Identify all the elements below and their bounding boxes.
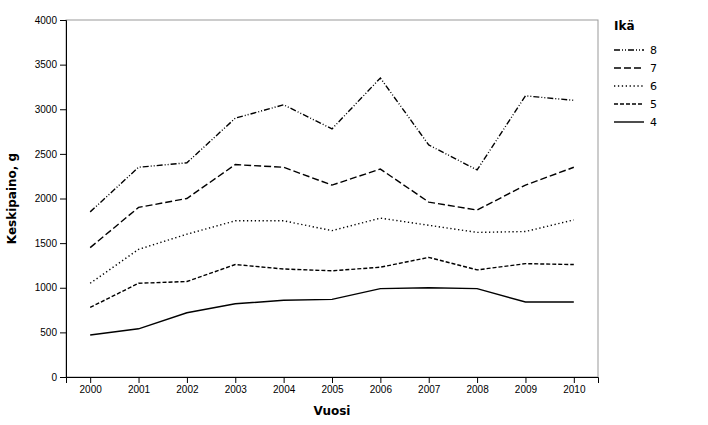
tick: 2003: [225, 377, 248, 395]
tick-mark: [284, 377, 285, 383]
tick-mark: [332, 377, 333, 383]
plot: 2000 2001 2002 2003 2004 2005 2006 2007 2008 2009…: [5, 15, 599, 418]
tick: 500: [40, 327, 66, 338]
legend-label: 6: [650, 80, 657, 93]
axis-line: [60, 21, 67, 378]
lines: [90, 78, 574, 335]
tick-mark: [525, 377, 526, 383]
plot-frame: [66, 20, 598, 377]
tick: 2008: [466, 377, 489, 395]
tick-label: 2009: [515, 384, 538, 395]
tick-label: 2000: [80, 384, 103, 395]
tick-label: 2500: [35, 149, 58, 160]
legend-label: 8: [650, 44, 657, 57]
tick-mark: [60, 377, 66, 378]
tick-label: 3000: [35, 104, 58, 115]
tick-label: 3500: [35, 59, 58, 70]
tick: 3500: [35, 59, 66, 70]
tick-label: 2010: [563, 384, 586, 395]
tick-label: 2001: [128, 384, 151, 395]
tick-mark: [574, 377, 575, 383]
tick-label: 2006: [370, 384, 393, 395]
tick-mark: [60, 65, 66, 66]
tick: 2010: [563, 377, 586, 395]
tick-mark: [235, 377, 236, 383]
legend-swatch: [614, 67, 644, 68]
tick: 3000: [35, 104, 66, 115]
series-line: [90, 218, 574, 283]
tick: 0: [51, 372, 66, 383]
x-axis-title: Vuosi: [314, 404, 351, 418]
tick: 2002: [176, 377, 199, 395]
tick: 2005: [321, 377, 344, 395]
legend-item: 7: [614, 62, 657, 75]
tick-label: 2003: [225, 384, 248, 395]
y-axis-title: Keskipaino, g: [5, 153, 19, 244]
legend-label: 7: [650, 62, 657, 75]
tick-mark: [60, 332, 66, 333]
tick: 2007: [418, 377, 441, 395]
tick: 2001: [128, 377, 151, 395]
tick: 2500: [35, 149, 66, 160]
chart: 2000 2001 2002 2003 2004 2005 2006 2007 2008 2009…: [0, 0, 708, 425]
tick-mark: [477, 377, 478, 383]
tick-label: 2005: [321, 384, 344, 395]
legend: Ikä 8 7 6 5 4: [614, 19, 657, 129]
series-line: [90, 288, 574, 335]
tick-mark: [187, 377, 188, 383]
legend-item: 8: [614, 44, 657, 57]
legend-item: 4: [614, 116, 657, 129]
tick: 1500: [35, 238, 66, 249]
tick-mark: [90, 377, 91, 383]
tick-mark: [60, 288, 66, 289]
axis-line: [67, 378, 599, 384]
legend-swatch: [614, 103, 644, 104]
tick: 4000: [35, 15, 66, 26]
tick-mark: [429, 377, 430, 383]
tick: 2004: [273, 377, 296, 395]
tick-label: 2007: [418, 384, 441, 395]
tick-mark: [60, 199, 66, 200]
tick: 2009: [515, 377, 538, 395]
tick: 1000: [35, 282, 66, 293]
legend-title: Ikä: [614, 19, 635, 33]
tick-label: 4000: [35, 15, 58, 26]
tick-mark: [380, 377, 381, 383]
tick: 2006: [370, 377, 393, 395]
tick-label: 0: [51, 372, 57, 383]
legend-swatch: [614, 49, 644, 50]
tick: 2000: [35, 193, 66, 204]
tick-mark: [60, 154, 66, 155]
tick-label: 500: [40, 327, 57, 338]
legend-item: 5: [614, 98, 657, 111]
tick-label: 1000: [35, 282, 58, 293]
tick-mark: [139, 377, 140, 383]
tick-mark: [60, 20, 66, 21]
tick-label: 2002: [176, 384, 199, 395]
tick-label: 2004: [273, 384, 296, 395]
tick-mark: [60, 109, 66, 110]
tick-label: 2000: [35, 193, 58, 204]
x-axis: 2000 2001 2002 2003 2004 2005 2006 2007 2008 2009…: [67, 377, 599, 395]
legend-label: 5: [650, 98, 657, 111]
legend-item: 6: [614, 80, 657, 93]
legend-label: 4: [650, 116, 657, 129]
y-axis: 0 500 1000 1500 2000 2500 3000 3500 4000: [35, 15, 67, 383]
series-line: [90, 78, 574, 212]
tick: 2000: [80, 377, 103, 395]
legend-swatch: [614, 121, 644, 122]
legend-swatch: [614, 85, 644, 86]
tick-label: 2008: [466, 384, 489, 395]
tick-mark: [60, 243, 66, 244]
series-line: [90, 165, 574, 248]
tick-label: 1500: [35, 238, 58, 249]
